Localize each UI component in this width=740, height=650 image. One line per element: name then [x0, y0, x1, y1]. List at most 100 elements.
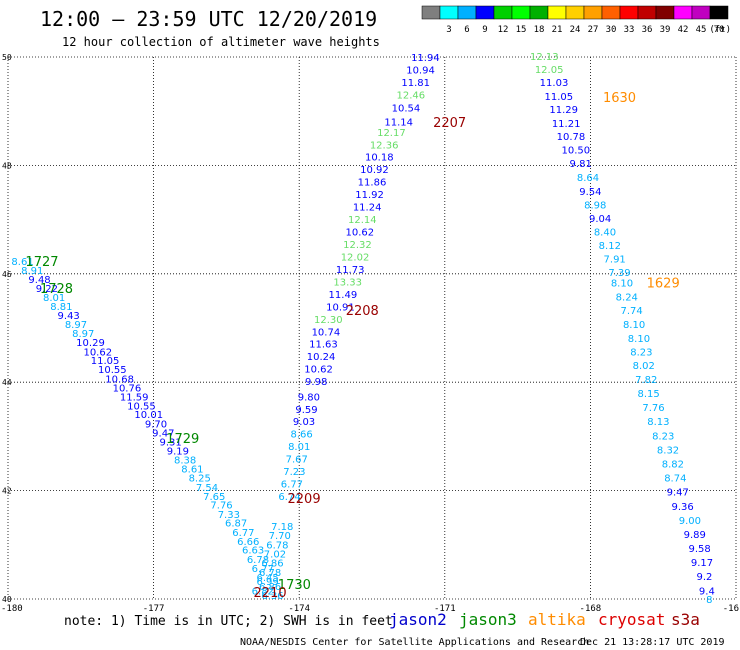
wave-height-label: 12.32 — [343, 240, 372, 251]
scale-swatch — [493, 5, 513, 20]
wave-height-label: 8.25 — [189, 474, 211, 485]
scale-swatch — [691, 5, 711, 20]
y-tick-label: 40 — [2, 595, 12, 604]
wave-height-label: 9.36 — [671, 502, 693, 513]
wave-height-label: 7.76 — [210, 501, 232, 512]
wave-height-label: 8.97 — [72, 329, 94, 340]
scale-swatch — [547, 5, 567, 20]
x-tick-label-left: -180 — [1, 604, 23, 614]
pass-label: 1630 — [603, 91, 636, 106]
wave-height-label: 6.86 — [259, 582, 281, 593]
wave-height-label: 10.50 — [562, 146, 591, 157]
scale-label: 27 — [588, 25, 599, 35]
wave-height-label: 12.36 — [370, 140, 399, 151]
wave-height-label: 10.62 — [346, 228, 375, 239]
x-tick-label: -174 — [288, 604, 310, 614]
scale-swatch — [619, 5, 639, 20]
wave-height-label: 12.05 — [535, 65, 564, 76]
wave-height-label: 10.76 — [113, 384, 142, 395]
wave-height-label: 7.39 — [608, 268, 630, 279]
data-points: 8.618.919.489.228.018.819.438.978.9710.2… — [11, 52, 714, 606]
wave-height-label: 12.02 — [341, 252, 370, 263]
wave-height-label: 10.29 — [76, 338, 105, 349]
wave-height-label: 10.18 — [365, 153, 394, 164]
axes: -177 -174 -171 -168 -180 -16 40 42 44 46 48 50 — [1, 53, 739, 614]
wave-height-label: 8.66 — [290, 430, 312, 441]
wave-height-label: 9.54 — [579, 187, 601, 198]
wave-height-label: 11.05 — [91, 356, 120, 367]
wave-height-label: 9.43 — [58, 311, 80, 322]
pass-label: 1629 — [647, 276, 680, 291]
scale-swatch — [655, 5, 675, 20]
scale-swatch — [565, 5, 585, 20]
wave-height-label: 10.55 — [98, 365, 127, 376]
wave-height-label: 9.03 — [293, 417, 315, 428]
wave-height-label: 11.94 — [411, 53, 440, 64]
wave-height-label: 9.17 — [691, 558, 713, 569]
chart-title: 12:00 – 23:59 UTC 12/20/2019 — [40, 7, 377, 31]
wave-height-label: 6.78 — [247, 555, 269, 566]
wave-height-label: 6.63 — [242, 546, 264, 557]
wave-height-label: 9.98 — [305, 377, 327, 388]
wave-height-label: 6.99 — [257, 577, 279, 588]
wave-height-label: 7.70 — [269, 531, 291, 542]
wave-height-label: 10.01 — [134, 410, 163, 421]
wave-height-label: 9.58 — [688, 544, 710, 555]
scale-label: 6 — [464, 25, 469, 35]
scale-unit: (ft) — [709, 25, 731, 35]
wave-height-label: 8.23 — [630, 347, 652, 358]
pass-label: 1728 — [40, 282, 73, 297]
wave-height-label: 7.74 — [621, 306, 643, 317]
footer-note: note: 1) Time is in UTC; 2) SWH is in fe… — [64, 614, 393, 629]
wave-height-label: 12.14 — [348, 215, 377, 226]
x-tick-label: -168 — [580, 604, 602, 614]
wave-height-label: 10.92 — [360, 165, 389, 176]
wave-height-label: 7.91 — [604, 255, 626, 266]
wave-height-label: 7.18 — [271, 522, 293, 533]
wave-height-label: 6.77 — [281, 480, 303, 491]
wave-height-label: 9.47 — [152, 429, 174, 440]
wave-height-label: 10.54 — [392, 103, 421, 114]
wave-height-label: 9.31 — [159, 437, 181, 448]
wave-height-label: 9.81 — [570, 159, 592, 170]
pass-label: 2207 — [433, 116, 466, 131]
wave-height-label: 9.89 — [684, 530, 706, 541]
satellite-s3a: s3a — [671, 610, 700, 629]
pass-label: 2208 — [346, 304, 379, 319]
pass-label: 1730 — [278, 578, 311, 593]
wave-height-label: 9.80 — [298, 392, 320, 403]
wave-height-label: 7.33 — [218, 510, 240, 521]
scale-label: 39 — [660, 25, 671, 35]
wave-height-label: 11.86 — [358, 178, 387, 189]
wave-height-label: 6.86 — [261, 559, 283, 570]
wave-height-label: 8.98 — [584, 200, 606, 211]
wave-height-label: 10.62 — [304, 365, 333, 376]
wave-height-label: 6.36 — [261, 591, 283, 602]
scale-swatch — [529, 5, 549, 20]
scale-swatch — [475, 5, 495, 20]
wave-height-label: 11.59 — [120, 392, 149, 403]
wave-height-label: 10.62 — [83, 347, 112, 358]
scale-swatch — [511, 5, 531, 20]
wave-height-label: 12.46 — [397, 90, 426, 101]
wave-height-label: 11.63 — [309, 340, 338, 351]
wave-height-label: 9.2 — [697, 572, 713, 583]
wave-height-label: 6.45 — [257, 573, 279, 584]
wave-height-label: 9.47 — [667, 488, 689, 499]
wave-height-label: 9.48 — [28, 275, 50, 286]
wave-height-label: 6.74 — [278, 492, 300, 503]
wave-height-label: 7.65 — [203, 492, 225, 503]
scale-label: 70 — [714, 25, 725, 35]
scale-swatch — [421, 5, 441, 20]
scale-label: 42 — [678, 25, 689, 35]
wave-height-label: 12.13 — [530, 52, 559, 63]
wave-height-label: 8.10 — [611, 278, 633, 289]
wave-height-label: 11.21 — [552, 119, 581, 130]
wave-height-label: 8.61 — [11, 257, 33, 268]
x-tick-label: -177 — [143, 604, 165, 614]
wave-height-label: 11.14 — [384, 117, 413, 128]
wave-height-label: 9.04 — [589, 214, 611, 225]
wave-height-label: 11.29 — [549, 105, 578, 116]
satellite-jason3: jason3 — [459, 610, 517, 629]
